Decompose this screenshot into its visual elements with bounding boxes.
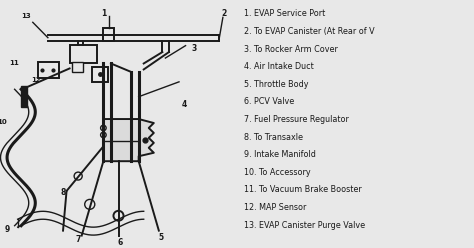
Text: 3. To Rocker Arm Cover: 3. To Rocker Arm Cover: [244, 45, 338, 54]
Bar: [21, 86, 27, 107]
Text: 12. MAP Sensor: 12. MAP Sensor: [244, 203, 307, 212]
Text: 9. Intake Manifold: 9. Intake Manifold: [244, 150, 316, 159]
Text: 1: 1: [101, 9, 106, 18]
Text: 3: 3: [191, 44, 197, 53]
Text: 7. Fuel Pressure Regulator: 7. Fuel Pressure Regulator: [244, 115, 349, 124]
Text: 11. To Vacuum Brake Booster: 11. To Vacuum Brake Booster: [244, 186, 362, 194]
Text: 13: 13: [21, 13, 31, 19]
Polygon shape: [103, 119, 154, 161]
Text: 2. To EVAP Canister (At Rear of V: 2. To EVAP Canister (At Rear of V: [244, 27, 375, 36]
Text: 8. To Transaxle: 8. To Transaxle: [244, 133, 303, 142]
Text: 6: 6: [118, 238, 123, 247]
Text: 5: 5: [159, 233, 164, 242]
Bar: [38, 62, 59, 78]
Text: 5. Throttle Body: 5. Throttle Body: [244, 80, 309, 89]
Text: 6. PCV Valve: 6. PCV Valve: [244, 97, 294, 106]
Text: 9: 9: [4, 225, 9, 234]
Text: 10: 10: [0, 119, 8, 124]
Bar: [92, 67, 108, 82]
Text: 4. Air Intake Duct: 4. Air Intake Duct: [244, 62, 314, 71]
Text: 7: 7: [75, 235, 81, 244]
Text: 12: 12: [31, 77, 41, 83]
Bar: [72, 62, 82, 72]
Text: 13. EVAP Canister Purge Valve: 13. EVAP Canister Purge Valve: [244, 221, 365, 230]
Text: 11: 11: [9, 61, 19, 66]
Bar: [103, 28, 114, 41]
Text: 4: 4: [182, 100, 187, 109]
Bar: [70, 45, 97, 63]
Text: 8: 8: [60, 188, 66, 197]
Text: 2: 2: [222, 9, 227, 18]
Text: 1. EVAP Service Port: 1. EVAP Service Port: [244, 9, 325, 18]
Text: 10. To Accessory: 10. To Accessory: [244, 168, 311, 177]
